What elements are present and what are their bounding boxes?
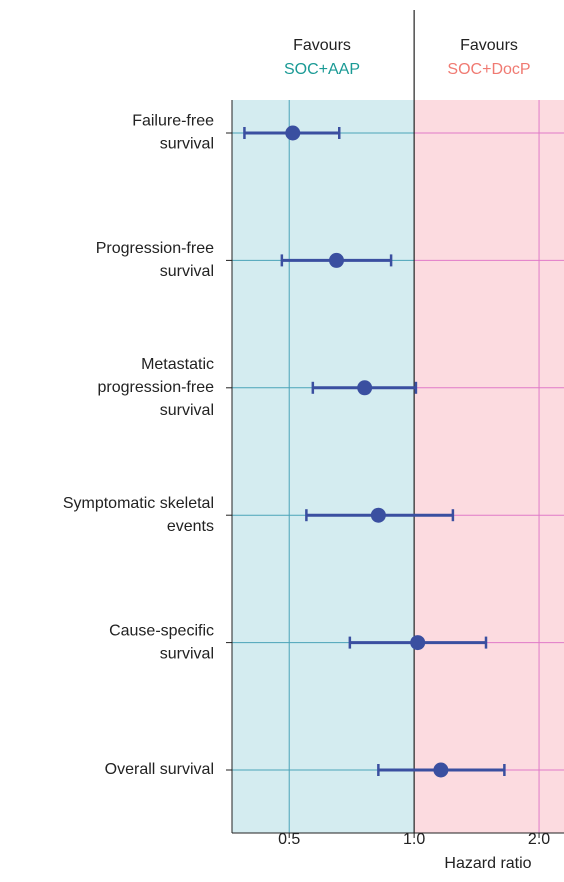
category-label: survival [160, 402, 214, 419]
region-left [232, 100, 415, 833]
category-label: Symptomatic skeletal [63, 495, 214, 512]
favours-right: Favours [460, 37, 518, 54]
category-label: survival [160, 645, 214, 662]
favours-right-group: SOC+DocP [447, 61, 530, 78]
point-estimate [433, 762, 449, 778]
x-tick-label: 1.0 [403, 831, 425, 848]
category-label: Progression-free [96, 240, 214, 257]
favours-left-group: SOC+AAP [284, 61, 360, 78]
point-estimate [285, 125, 301, 141]
point-estimate [357, 380, 373, 396]
point-estimate [328, 252, 344, 268]
point-estimate [370, 507, 386, 523]
category-label: Overall survival [105, 761, 214, 778]
point-estimate [410, 635, 426, 651]
category-label: Cause-specific [109, 622, 214, 639]
x-tick-label: 0.5 [278, 831, 300, 848]
category-label: survival [160, 136, 214, 153]
category-label: Metastatic [141, 356, 214, 373]
favours-left: Favours [293, 37, 351, 54]
category-label: survival [160, 263, 214, 280]
region-right [414, 100, 564, 833]
x-tick-label: 2.0 [528, 831, 550, 848]
category-label: progression-free [98, 379, 215, 396]
category-label: Failure-free [132, 113, 214, 130]
x-axis-label: Hazard ratio [444, 855, 531, 872]
category-label: events [167, 518, 214, 535]
